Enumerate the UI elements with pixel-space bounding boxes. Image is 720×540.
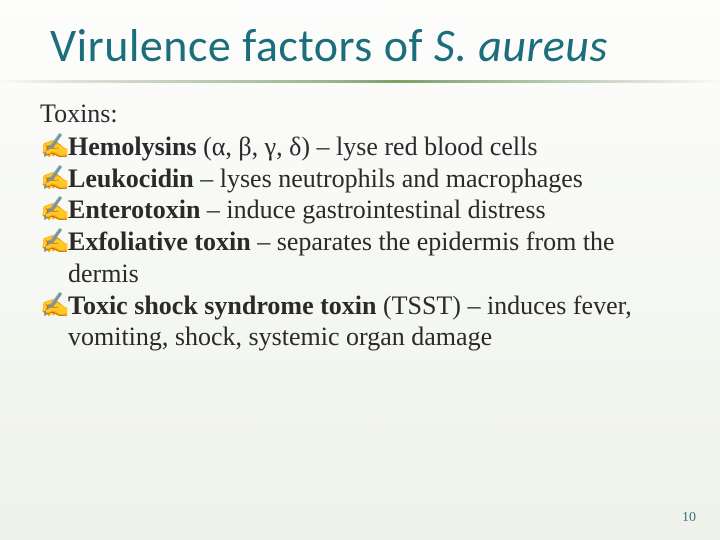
item-term: Leukocidin [68, 164, 194, 193]
title-italic: S. aureus [434, 18, 608, 74]
item-term: Hemolysins [68, 132, 197, 161]
list-item: ✍ Toxic shock syndrome toxin (TSST) – in… [40, 290, 680, 353]
content-area: Toxins: ✍ Hemolysins (α, β, γ, δ) – lyse… [0, 83, 720, 353]
item-term: Enterotoxin [68, 195, 200, 224]
subheading: Toxins: [40, 99, 680, 129]
title-underline [0, 80, 720, 83]
list-item: ✍ Hemolysins (α, β, γ, δ) – lyse red blo… [40, 131, 680, 163]
page-number: 10 [682, 510, 696, 526]
item-term: Toxic shock syndrome toxin [68, 291, 376, 320]
list-item: ✍ Leukocidin – lyses neutrophils and mac… [40, 163, 680, 195]
slide-title: Virulence factors of S. aureus [0, 0, 720, 82]
item-rest: – lyses neutrophils and macrophages [194, 164, 583, 193]
bullet-icon: ✍ [40, 165, 70, 194]
bullet-icon: ✍ [40, 292, 70, 321]
bullet-icon: ✍ [40, 228, 70, 257]
item-rest: – induce gastrointestinal distress [200, 195, 545, 224]
title-prefix: Virulence factors of [50, 18, 434, 74]
item-term: Exfoliative toxin [68, 227, 251, 256]
list-item: ✍ Exfoliative toxin – separates the epid… [40, 226, 680, 289]
bullet-icon: ✍ [40, 133, 70, 162]
list-item: ✍ Enterotoxin – induce gastrointestinal … [40, 194, 680, 226]
item-rest: (α, β, γ, δ) – lyse red blood cells [197, 132, 538, 161]
bullet-icon: ✍ [40, 196, 70, 225]
